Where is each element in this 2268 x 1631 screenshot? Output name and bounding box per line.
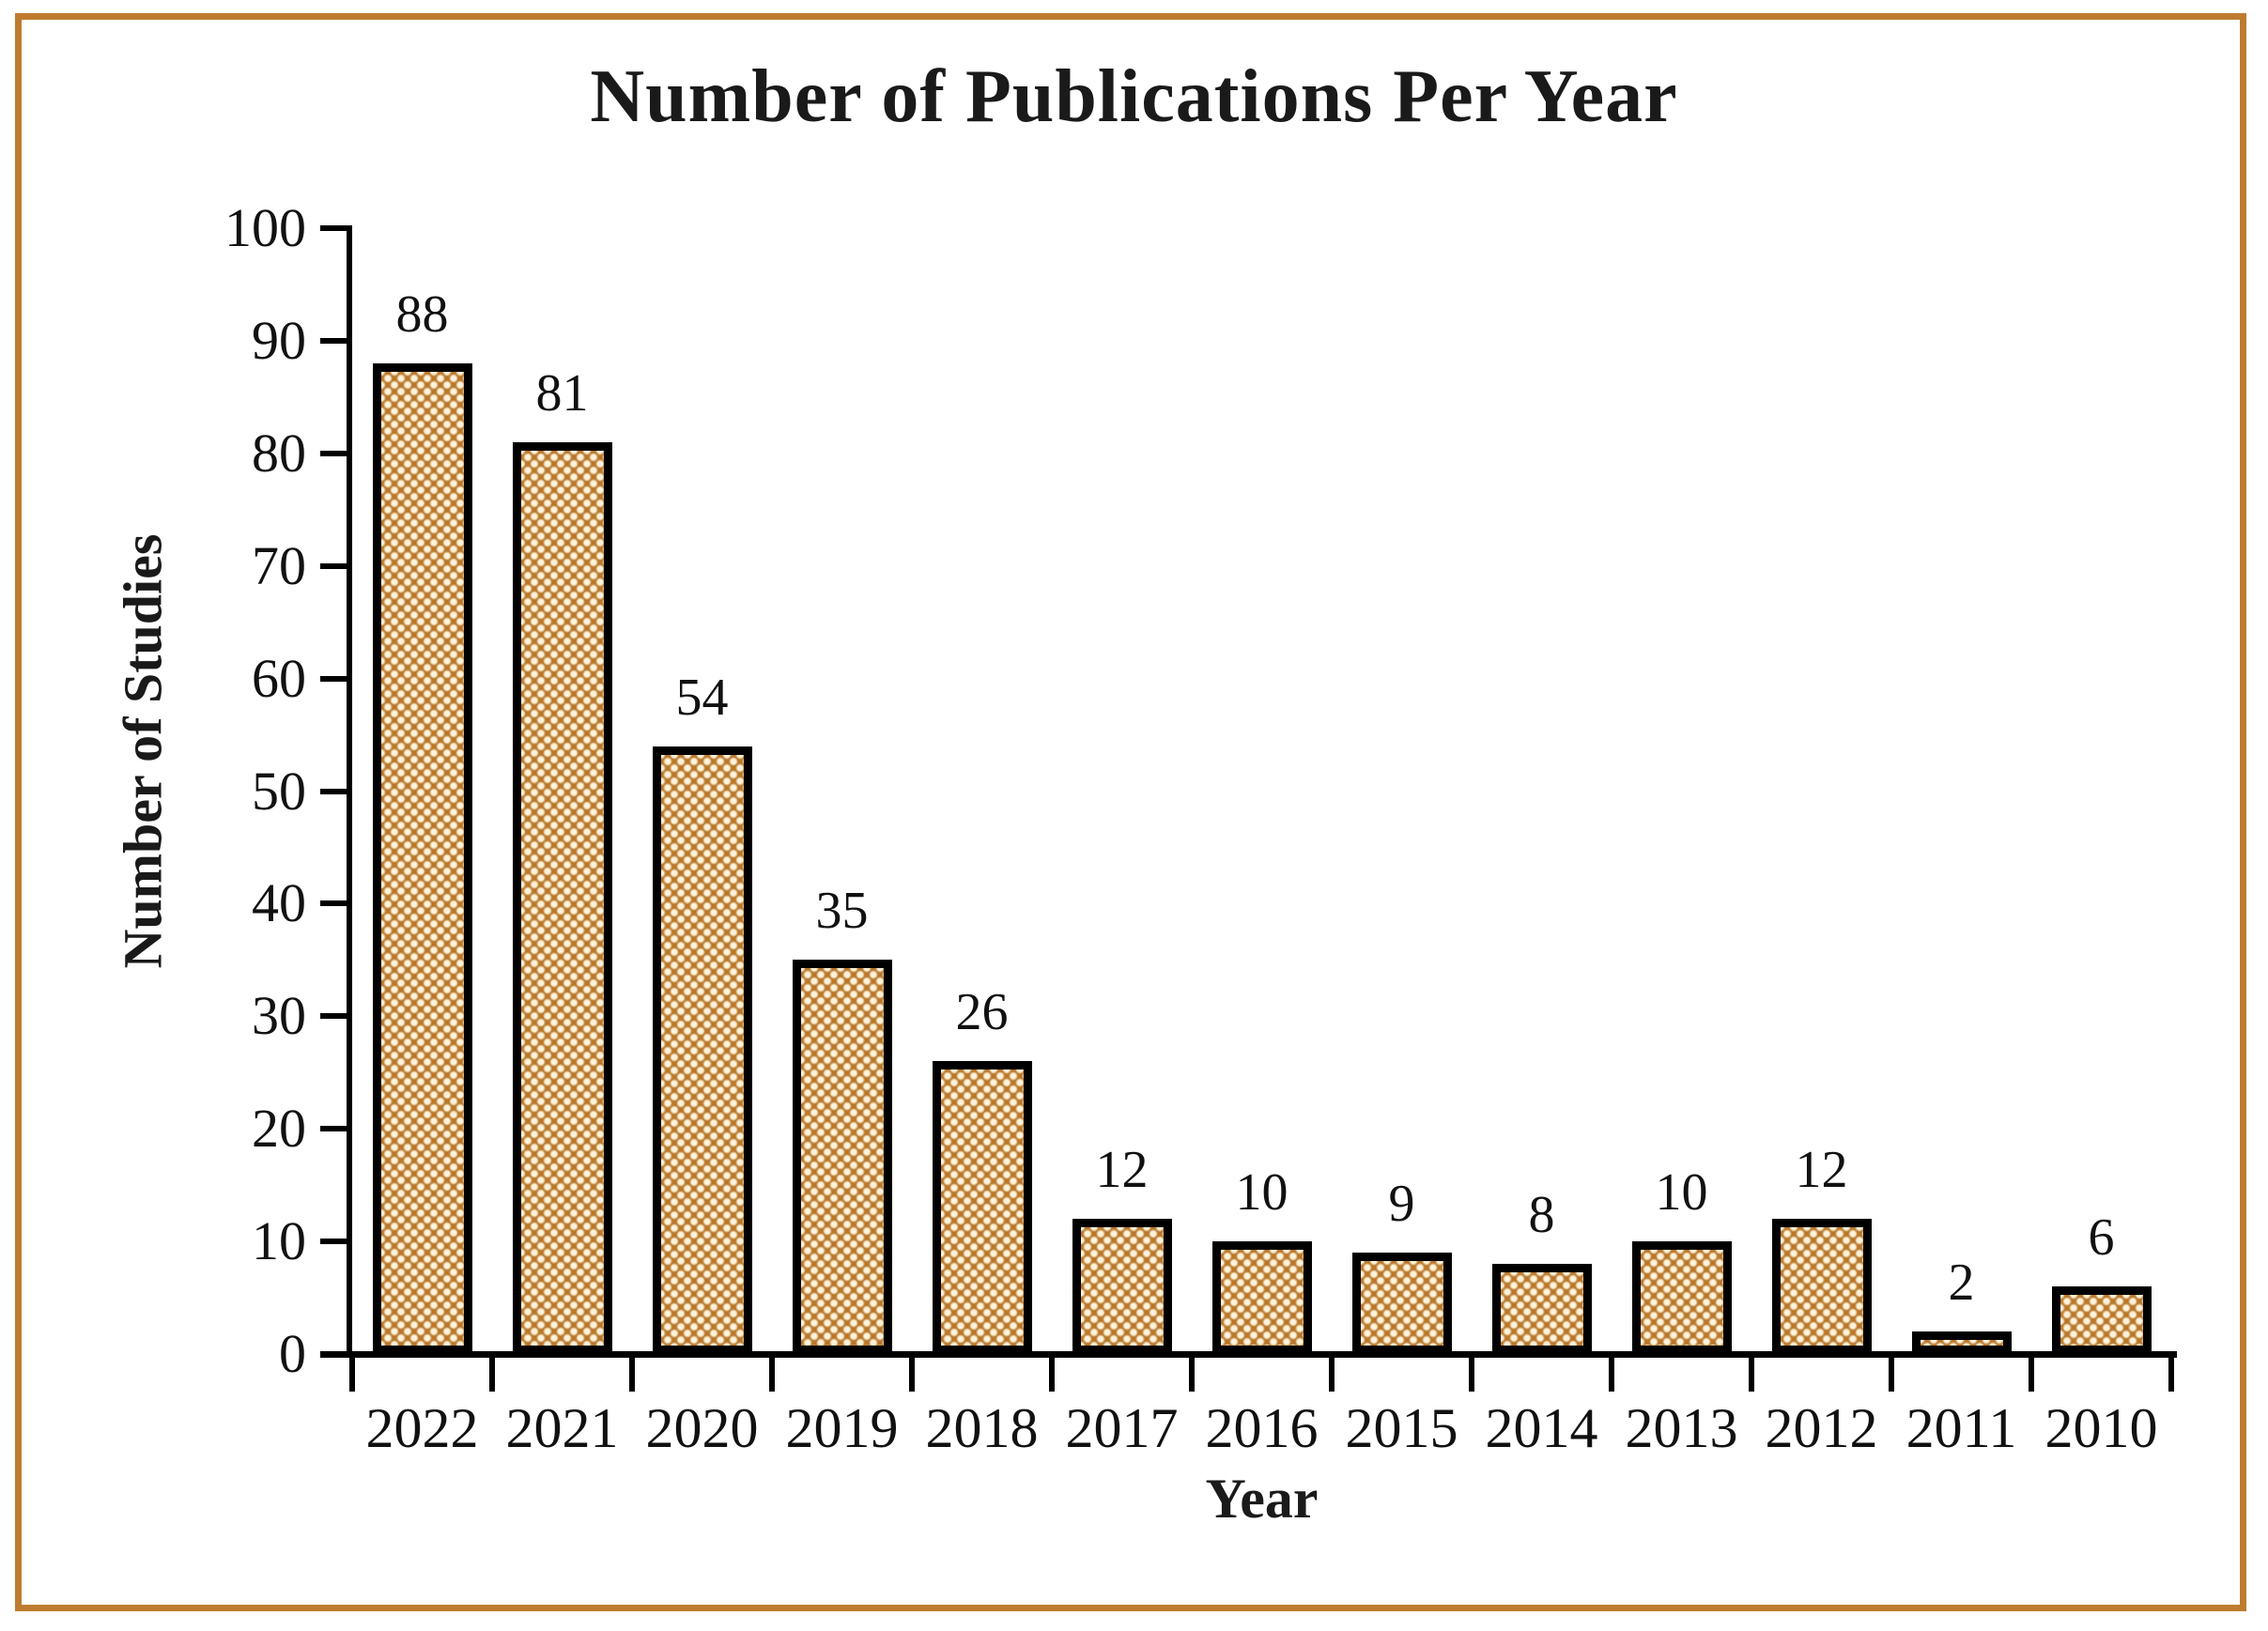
bar-value-label: 35 <box>815 882 869 941</box>
bar-value-label: 2 <box>1948 1254 1975 1313</box>
x-tick <box>1189 1354 1195 1392</box>
y-tick <box>320 788 347 794</box>
bar-2021 <box>512 441 612 1354</box>
y-tick <box>320 1013 347 1020</box>
y-tick <box>320 225 347 231</box>
y-axis-line <box>347 225 352 1357</box>
bar-value-label: 81 <box>535 363 589 423</box>
bar-2012 <box>1771 1219 1872 1354</box>
y-tick <box>320 900 347 907</box>
bar-2017 <box>1072 1219 1172 1354</box>
bar-2011 <box>1911 1331 2012 1354</box>
x-tick <box>629 1354 635 1392</box>
bar-value-label: 6 <box>2088 1208 2115 1268</box>
y-tick-label: 90 <box>252 309 306 371</box>
y-tick <box>320 450 347 456</box>
y-tick <box>320 1126 347 1132</box>
bar-value-label: 26 <box>955 983 1009 1042</box>
y-tick <box>320 337 347 344</box>
bar-value-label: 12 <box>1795 1141 1848 1200</box>
x-tick-label-2022: 2022 <box>365 1397 479 1459</box>
y-tick <box>320 1239 347 1245</box>
x-tick-label-2010: 2010 <box>2044 1397 2158 1459</box>
bar-2020 <box>652 746 752 1354</box>
y-tick-label: 30 <box>252 985 306 1047</box>
x-tick-label-2013: 2013 <box>1625 1397 1738 1459</box>
bar-value-label: 10 <box>1655 1163 1708 1223</box>
y-tick-label: 80 <box>252 422 306 484</box>
x-tick-label-2011: 2011 <box>1905 1397 2017 1459</box>
x-tick <box>2029 1354 2034 1392</box>
bar-2015 <box>1351 1253 1452 1354</box>
y-tick-label: 20 <box>252 1098 306 1160</box>
x-tick <box>1469 1354 1474 1392</box>
bar-2013 <box>1631 1241 1732 1354</box>
y-tick-label: 70 <box>252 534 306 596</box>
x-tick <box>909 1354 915 1392</box>
bar-2018 <box>932 1061 1032 1354</box>
x-tick-label-2018: 2018 <box>925 1397 1039 1459</box>
bar-2016 <box>1211 1241 1312 1354</box>
x-tick-label-2014: 2014 <box>1485 1397 1598 1459</box>
y-tick-label: 10 <box>252 1210 306 1272</box>
x-tick <box>1329 1354 1335 1392</box>
x-tick-label-2019: 2019 <box>785 1397 899 1459</box>
x-axis-title: Year <box>1205 1468 1319 1530</box>
y-tick-label: 60 <box>252 647 306 709</box>
bar-value-label: 88 <box>395 285 449 344</box>
y-tick-label: 40 <box>252 872 306 934</box>
bar-2010 <box>2051 1286 2152 1354</box>
y-tick-label: 50 <box>252 760 306 822</box>
bar-value-label: 8 <box>1528 1186 1555 1245</box>
bar-2019 <box>792 960 892 1354</box>
y-tick-label: 0 <box>279 1323 306 1384</box>
x-tick-label-2020: 2020 <box>645 1397 759 1459</box>
bar-2022 <box>372 362 472 1354</box>
bar-value-label: 10 <box>1235 1163 1288 1223</box>
x-tick-label-2021: 2021 <box>505 1397 619 1459</box>
x-tick-label-2016: 2016 <box>1205 1397 1319 1459</box>
bar-value-label: 12 <box>1095 1141 1149 1200</box>
x-tick-label-2015: 2015 <box>1345 1397 1458 1459</box>
y-tick <box>320 675 347 682</box>
x-tick <box>349 1354 355 1392</box>
y-tick <box>320 562 347 569</box>
bar-2014 <box>1491 1264 1592 1354</box>
chart-title: Number of Publications Per Year <box>590 55 1678 138</box>
x-tick <box>1749 1354 1754 1392</box>
x-axis-line <box>320 1351 2177 1358</box>
x-tick <box>1609 1354 1614 1392</box>
y-tick-label: 100 <box>224 197 306 258</box>
bar-value-label: 9 <box>1388 1175 1415 1234</box>
x-tick <box>769 1354 775 1392</box>
x-tick <box>489 1354 495 1392</box>
x-tick <box>1889 1354 1894 1392</box>
x-tick <box>1049 1354 1055 1392</box>
x-tick-label-2017: 2017 <box>1065 1397 1179 1459</box>
bar-value-label: 54 <box>675 668 729 727</box>
x-tick-label-2012: 2012 <box>1765 1397 1878 1459</box>
x-tick <box>2168 1354 2174 1392</box>
